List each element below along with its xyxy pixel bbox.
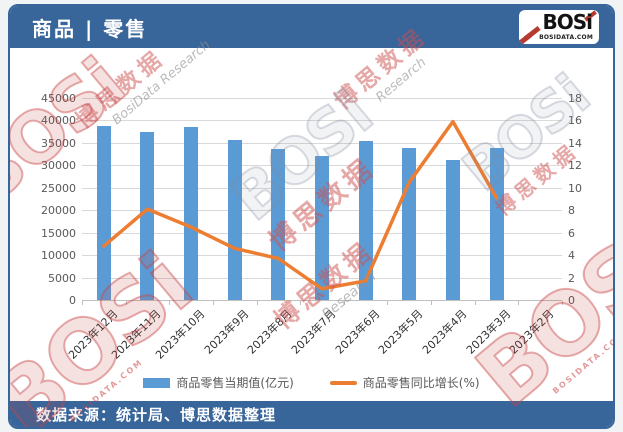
y-axis-label-right: 14: [568, 136, 582, 150]
x-axis-label: 2023年2月: [507, 307, 557, 357]
footer-bar: 数据来源：统计局、博思数据整理: [10, 401, 613, 427]
bosi-logo: BOSi BOSIDATA.COM: [519, 10, 599, 44]
gridline: [82, 120, 562, 122]
y-axis-label-left: 30000: [41, 159, 76, 173]
x-axis-tick: [300, 301, 302, 305]
x-axis-tick: [474, 301, 476, 305]
y-axis-label-left: 20000: [41, 204, 76, 218]
legend-item: 商品零售同比增长(%): [329, 374, 480, 391]
x-axis-label: 2023年4月: [419, 307, 470, 357]
legend-swatch-bar: [143, 377, 171, 388]
bar: [489, 147, 504, 300]
gridline: [82, 98, 562, 99]
x-axis-label: 2023年6月: [332, 307, 383, 357]
legend-label: 商品零售同比增长(%): [362, 376, 480, 390]
y-axis-label-right: 10: [568, 181, 582, 195]
header-bar: 商品 | 零售 BOSi BOSIDATA.COM: [10, 6, 613, 48]
y-axis-label-left: 5000: [48, 271, 76, 285]
bar: [184, 127, 199, 300]
y-axis-label-left: 0: [69, 294, 76, 307]
logo-text: BOSi: [542, 10, 593, 34]
y-axis-label-right: 2: [568, 271, 575, 285]
x-axis-tick: [212, 301, 214, 305]
page-title: 商品 | 零售: [32, 16, 148, 41]
logo-subtext: BOSIDATA.COM: [539, 34, 593, 41]
y-axis-label-right: 18: [568, 92, 582, 105]
y-axis-label-left: 45000: [41, 92, 76, 105]
x-axis-tick: [256, 301, 258, 305]
gridline: [82, 142, 562, 144]
bar: [358, 141, 373, 300]
line-series: [102, 119, 499, 291]
y-axis-label-left: 40000: [41, 114, 76, 128]
y-axis-label-right: 0: [568, 294, 575, 307]
legend-swatch-line: [329, 380, 357, 385]
x-axis-tick: [169, 301, 171, 305]
y-axis-label-left: 10000: [41, 249, 76, 263]
x-axis-label: 2023年5月: [376, 307, 426, 357]
data-source-text: 数据来源：统计局、博思数据整理: [36, 405, 277, 424]
x-axis-tick: [387, 301, 389, 305]
x-axis-tick: [343, 301, 345, 305]
x-axis-line: [82, 300, 562, 301]
bar: [96, 126, 111, 300]
x-axis-label: 2023年8月: [245, 307, 295, 357]
chart-legend: 商品零售当期值(亿元) 商品零售同比增长(%): [10, 374, 613, 391]
y-axis-label-left: 35000: [41, 136, 76, 150]
y-axis-label-right: 8: [568, 204, 575, 218]
x-axis-tick: [431, 301, 433, 305]
x-axis-label: 2023年3月: [463, 307, 514, 357]
x-axis-tick: [82, 301, 83, 305]
x-axis-tick: [125, 301, 127, 305]
growth-line: [102, 119, 499, 291]
x-axis-tick: [562, 301, 563, 305]
y-axis-label-left: 15000: [41, 226, 76, 240]
bar: [445, 160, 460, 300]
bar: [140, 132, 155, 300]
y-axis-label-right: 12: [568, 159, 582, 173]
y-axis-label-right: 16: [568, 114, 582, 128]
y-axis-label-right: 4: [568, 249, 575, 263]
legend-item: 商品零售当期值(亿元): [143, 374, 294, 391]
chart-plot-area: 0 0 5000 2 10000 4 15000 6 20000 8 25000 10 30000 12 3…: [41, 93, 582, 362]
bar: [227, 140, 242, 300]
bar: [315, 156, 329, 300]
x-axis-label: 2023年7月: [288, 307, 339, 357]
legend-label: 商品零售当期值(亿元): [176, 376, 294, 390]
y-axis-label-left: 25000: [41, 181, 76, 195]
x-axis-label: 2023年9月: [201, 307, 252, 357]
y-axis-label-right: 6: [568, 226, 575, 240]
x-axis-tick: [518, 301, 520, 305]
logo-stripe-icon: [519, 32, 532, 44]
report-card: 商品 | 零售 BOSi BOSIDATA.COM 0 0 5000 2 10000 4 1…: [8, 4, 615, 429]
